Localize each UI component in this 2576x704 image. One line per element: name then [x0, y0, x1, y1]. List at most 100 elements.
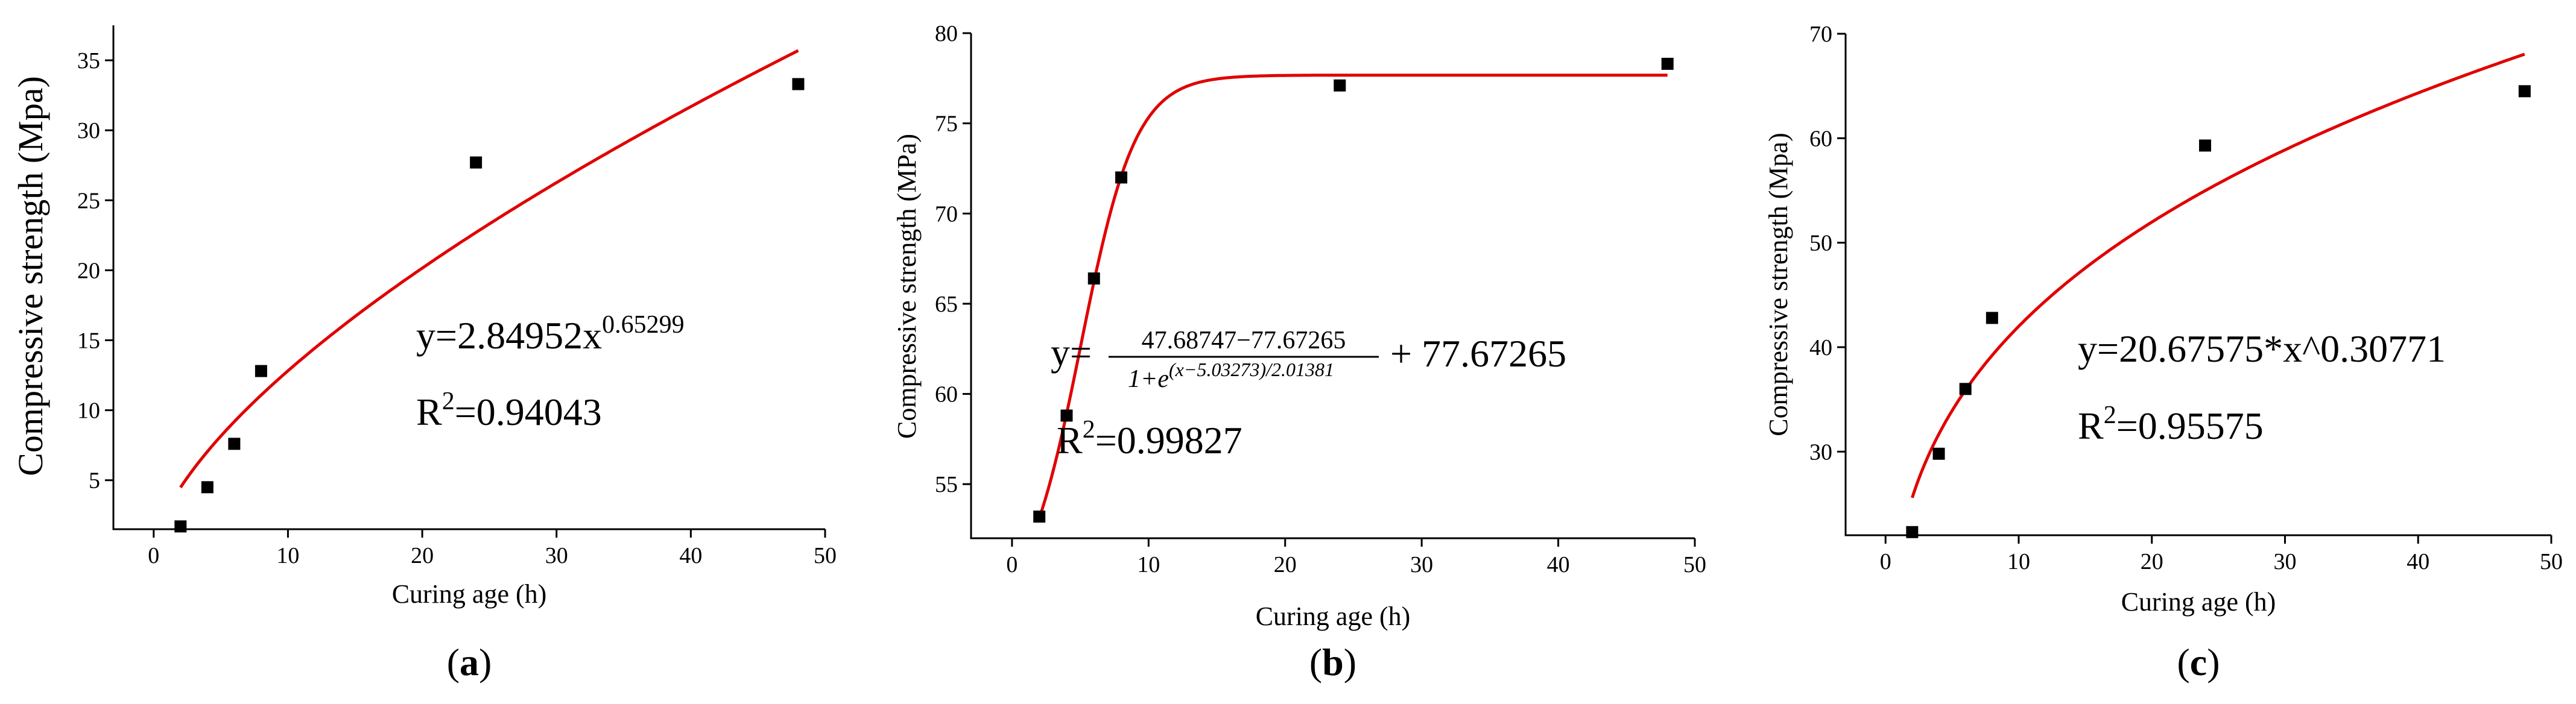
panel-label-close-paren: )	[479, 641, 492, 684]
data-point	[1060, 409, 1073, 422]
x-tick-label: 0	[1006, 552, 1017, 577]
data-point	[1115, 171, 1128, 184]
panel-label-open-paren: (	[2177, 641, 2189, 684]
y-axis-title: Compressive strength (MPa)	[892, 134, 922, 439]
y-axis-title: Compressive strength (Mpa)	[11, 76, 50, 476]
panel-label: (a)	[447, 641, 492, 684]
r2-superscript: 2	[2104, 401, 2116, 429]
y-tick-label: 80	[935, 21, 958, 46]
x-tick-label: 10	[276, 543, 299, 568]
r2-value: =0.94043	[455, 391, 602, 433]
panel-label-open-paren: (	[447, 641, 460, 684]
data-point	[1959, 383, 1972, 395]
data-point	[470, 156, 483, 169]
y-tick-label: 70	[935, 201, 958, 227]
r2-label: R	[1057, 419, 1083, 462]
x-tick-label: 50	[1683, 552, 1706, 577]
r2-superscript: 2	[442, 388, 455, 415]
x-tick-label: 30	[1410, 552, 1433, 577]
r2-label: R	[416, 391, 442, 433]
fit-curve	[1911, 52, 2525, 498]
x-tick-label: 0	[148, 543, 159, 568]
x-tick-label: 40	[679, 543, 702, 568]
y-tick-label: 60	[1809, 126, 1832, 151]
data-point	[228, 438, 241, 450]
r2-label: R	[2078, 404, 2104, 447]
panel-label-letter: b	[1322, 641, 1344, 684]
panel-label: (b)	[1309, 641, 1356, 684]
data-point	[1661, 57, 1674, 70]
fit-equation: y=20.67575*x^0.30771	[2078, 327, 2446, 370]
panel-label-close-paren: )	[2207, 641, 2220, 684]
fit-equation-numerator: 47.68747−77.67265	[1142, 327, 1346, 354]
data-point	[792, 78, 805, 90]
x-tick-label: 10	[2007, 549, 2030, 574]
y-tick-label: 20	[77, 258, 100, 283]
x-tick-label: 10	[1137, 552, 1160, 577]
r-squared: R2=0.95575	[2078, 401, 2264, 447]
panel-a: 0 10 20 30 40 50 5 10 15 20 25 30 35 Curing age (h) Co…	[11, 25, 837, 684]
panel-label-open-paren: (	[1309, 641, 1322, 684]
y-tick-label: 60	[935, 382, 958, 407]
fit-curve	[179, 49, 799, 489]
x-tick-label: 0	[1880, 549, 1891, 574]
y-axis-title: Compressive strength (Mpa)	[1764, 133, 1793, 436]
r2-value: =0.99827	[1095, 419, 1242, 462]
panel-label-letter: a	[460, 641, 479, 684]
x-axis-title: Curing age (h)	[1256, 602, 1411, 631]
equation-base: y=2.84952x	[416, 314, 602, 357]
equation-exponent: 0.65299	[602, 311, 685, 339]
data-point	[201, 481, 214, 494]
panel-label: (c)	[2177, 641, 2220, 684]
y-tick-label: 70	[1809, 22, 1832, 47]
r2-superscript: 2	[1083, 416, 1095, 444]
data-point	[1033, 511, 1046, 523]
data-point	[174, 520, 187, 533]
x-axis-title: Curing age (h)	[392, 579, 547, 609]
y-tick-label: 50	[1809, 231, 1832, 256]
axes-frame	[1844, 34, 2551, 536]
data-point	[2518, 85, 2531, 98]
data-point	[255, 365, 267, 377]
x-tick-label: 20	[1274, 552, 1297, 577]
y-tick-label: 65	[935, 292, 958, 317]
y-tick-label: 10	[77, 398, 100, 424]
y-tick-label: 15	[77, 328, 100, 354]
x-tick-label: 40	[1547, 552, 1570, 577]
axes-frame	[112, 25, 825, 530]
x-tick-label: 40	[2407, 549, 2429, 574]
data-point	[1906, 526, 1919, 538]
x-tick-label: 30	[545, 543, 568, 568]
x-tick-label: 50	[2540, 549, 2563, 574]
denominator-base: 1+e	[1128, 365, 1169, 393]
y-tick-label: 30	[77, 118, 100, 143]
x-tick-label: 20	[411, 543, 434, 568]
fit-equation-denominator: 1+e(x−5.03273)/2.01381	[1128, 359, 1334, 393]
panel-label-close-paren: )	[1344, 641, 1356, 684]
denominator-exponent: (x−5.03273)/2.01381	[1169, 359, 1334, 380]
r2-value: =0.95575	[2116, 404, 2264, 447]
panel-label-letter: c	[2190, 641, 2207, 684]
y-tick-label: 40	[1809, 335, 1832, 360]
r-squared: R2=0.99827	[1057, 416, 1242, 462]
x-tick-label: 50	[814, 543, 837, 568]
fit-equation-lhs: y=	[1051, 331, 1092, 374]
panel-c: 0 10 20 30 40 50 30 40 50 60 70 Curing age (h) Compr…	[1764, 22, 2563, 684]
data-point	[1334, 79, 1346, 92]
x-tick-label: 20	[2141, 549, 2163, 574]
y-tick-label: 75	[935, 112, 958, 137]
r-squared: R2=0.94043	[416, 388, 602, 433]
y-tick-label: 30	[1809, 439, 1832, 465]
data-point	[1986, 312, 1998, 324]
y-tick-label: 25	[77, 188, 100, 213]
y-tick-label: 5	[89, 468, 100, 494]
y-tick-label: 55	[935, 472, 958, 497]
data-point	[1087, 272, 1100, 285]
y-tick-label: 35	[77, 48, 100, 74]
x-axis-title: Curing age (h)	[2121, 587, 2276, 617]
fit-curve	[1037, 74, 1668, 518]
fit-equation: y=2.84952x0.65299	[416, 311, 685, 357]
x-tick-label: 30	[2273, 549, 2296, 574]
fit-equation-constant: + 77.67265	[1390, 332, 1566, 375]
